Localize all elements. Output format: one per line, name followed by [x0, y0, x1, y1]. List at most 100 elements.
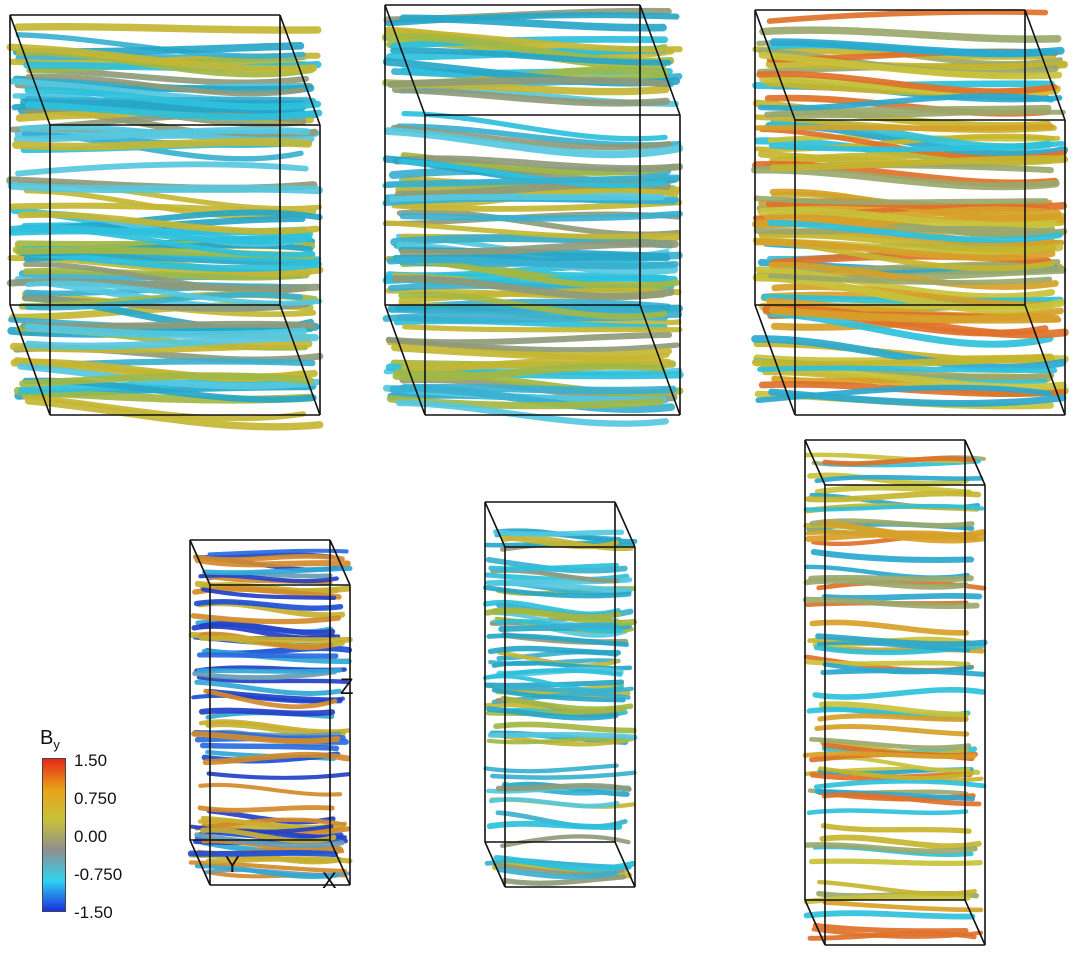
field-line — [203, 688, 338, 710]
field-line — [395, 399, 669, 427]
field-line — [194, 832, 345, 849]
field-line — [807, 472, 970, 487]
box-edge — [279, 304, 321, 416]
field-line — [502, 874, 627, 886]
field-line — [808, 574, 974, 583]
field-line — [806, 808, 969, 816]
field-line — [24, 397, 324, 431]
field-line — [402, 324, 683, 333]
box-edge — [754, 304, 796, 416]
field-line — [810, 549, 975, 563]
colorbar-tick-min: -1.50 — [74, 903, 113, 922]
box-edge — [384, 304, 426, 416]
field-line — [201, 587, 337, 600]
colorbar-tick-low: -0.750 — [74, 865, 123, 884]
box-edge — [189, 839, 211, 886]
field-line — [389, 193, 665, 203]
field-line — [494, 685, 634, 694]
colorbar-tick-zero: 0.00 — [74, 827, 108, 846]
field-line — [768, 273, 1053, 286]
field-line — [820, 823, 972, 834]
colorbar-title: By — [40, 727, 60, 752]
field-line — [21, 393, 307, 422]
field-line — [12, 138, 313, 151]
field-line — [384, 220, 665, 240]
field-line — [821, 593, 983, 601]
field-line — [194, 557, 351, 568]
field-line — [17, 211, 320, 235]
field-line — [822, 900, 984, 913]
field-line — [804, 842, 978, 854]
box-edge — [484, 841, 506, 888]
field-line — [206, 771, 351, 780]
field-line — [25, 280, 323, 306]
field-line — [758, 231, 1057, 254]
field-line — [485, 668, 623, 680]
field-line — [496, 866, 619, 880]
field-line — [187, 850, 338, 858]
colorbar-tick-high: 0.750 — [74, 789, 117, 808]
field-line — [816, 640, 971, 653]
field-line — [386, 256, 679, 270]
panel-top-middle — [381, 4, 684, 427]
field-line — [755, 266, 1056, 300]
field-line — [821, 792, 982, 807]
field-line — [198, 782, 343, 797]
field-line — [15, 161, 309, 177]
field-line — [198, 635, 353, 644]
field-line — [198, 707, 336, 717]
box-edge — [804, 899, 826, 946]
field-line — [757, 206, 1057, 230]
field-line — [194, 863, 340, 879]
field-line — [817, 713, 969, 722]
field-line — [803, 910, 976, 920]
field-line — [758, 51, 1063, 80]
field-line — [390, 47, 672, 66]
field-line — [751, 353, 1055, 369]
field-line — [398, 291, 668, 320]
field-line — [194, 679, 342, 696]
field-line — [386, 337, 680, 353]
field-line — [207, 548, 349, 557]
field-line — [812, 687, 986, 700]
field-line — [809, 737, 972, 750]
field-line — [384, 28, 683, 53]
field-line — [768, 140, 1065, 153]
field-line — [392, 362, 666, 382]
field-line — [484, 608, 638, 626]
field-line — [768, 388, 1067, 407]
field-line — [817, 879, 977, 896]
field-line — [196, 652, 339, 659]
box-edge — [639, 304, 681, 416]
field-line — [491, 687, 626, 703]
field-line — [21, 320, 317, 330]
box-edge — [1024, 304, 1066, 416]
field-line — [193, 553, 345, 562]
box-edge — [614, 841, 636, 888]
box-edge — [614, 501, 636, 548]
field-line — [400, 383, 677, 395]
field-line — [485, 706, 627, 716]
field-line — [25, 73, 305, 97]
field-line — [768, 306, 1061, 324]
field-line — [754, 123, 1055, 131]
box-edge — [754, 9, 796, 121]
field-line — [753, 225, 1051, 235]
field-line — [809, 619, 969, 636]
field-line — [769, 38, 1065, 58]
field-line — [24, 333, 319, 350]
field-line — [19, 372, 314, 388]
field-line — [759, 26, 1062, 43]
field-line — [199, 621, 336, 636]
box-edge — [329, 539, 351, 586]
field-line — [498, 622, 618, 632]
field-line — [205, 856, 353, 864]
field-line — [13, 23, 322, 34]
box-edge — [329, 839, 351, 886]
field-line — [814, 723, 970, 737]
field-line — [486, 820, 623, 831]
field-line — [811, 927, 984, 939]
field-line — [766, 9, 1049, 24]
field-line — [495, 783, 632, 792]
